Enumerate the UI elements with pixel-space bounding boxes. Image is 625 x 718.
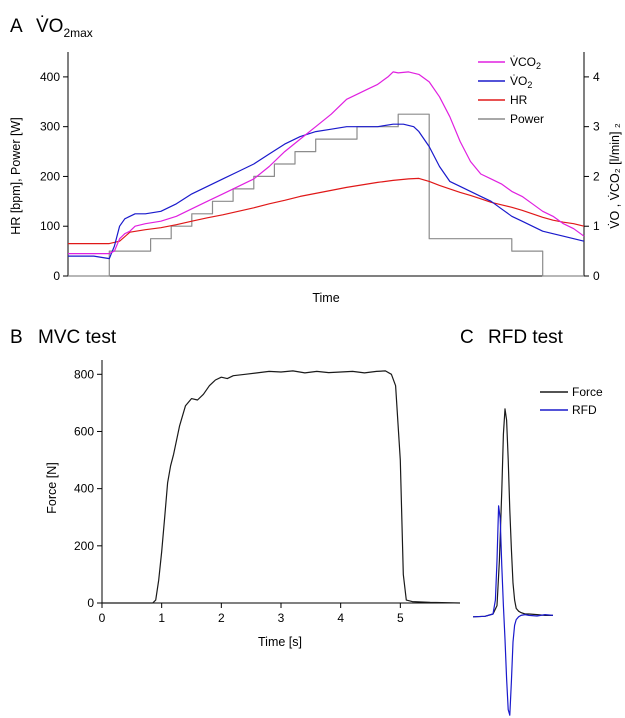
panel-a-ytick-label: 200 bbox=[40, 169, 60, 183]
panel-a-y-axis-label-left: HR [bpm], Power [W] bbox=[9, 117, 23, 234]
panel-b-letter: B bbox=[10, 327, 23, 348]
panel-b-xtick-label: 1 bbox=[158, 611, 165, 625]
panel-b-y-axis-label: Force [N] bbox=[45, 462, 59, 513]
panel-c-letter: C bbox=[460, 327, 474, 348]
panel-a-legend-label: V̇CO2 bbox=[510, 55, 541, 71]
panel-c-legend-label: Force bbox=[572, 385, 603, 399]
panel-c-series-force bbox=[472, 408, 553, 618]
panel-a-y-axis-label-right: V̇O , V̇CO₂ [l/min] ₂ bbox=[608, 123, 622, 229]
panel-a-ytick-right-label: 1 bbox=[593, 219, 600, 233]
panel-b-xtick-label: 3 bbox=[278, 611, 285, 625]
panel-a-ytick-right-label: 4 bbox=[593, 70, 600, 84]
panel-b-title: MVC test bbox=[38, 327, 117, 348]
panel-a-title: V̇O2max bbox=[36, 16, 93, 40]
panel-a-legend-label: Power bbox=[510, 112, 544, 126]
panel-b-xtick-label: 2 bbox=[218, 611, 225, 625]
panel-b-xtick-label: 5 bbox=[397, 611, 404, 625]
panel-a-series-vco2 bbox=[68, 71, 585, 255]
panel-a-ytick-label: 0 bbox=[53, 269, 60, 283]
panel-c-legend: Force RFD bbox=[540, 385, 603, 417]
panel-b-series-force bbox=[102, 370, 461, 604]
panel-b-ytick-label: 600 bbox=[74, 424, 94, 438]
panel-c-rfd-test: C RFD test Force RFD bbox=[460, 327, 603, 716]
panel-b-ytick-label: 200 bbox=[74, 539, 94, 553]
panel-b-ticks: 0 200 400 600 800 0 1 2 3 4 5 bbox=[74, 367, 404, 625]
panel-a-series bbox=[68, 71, 585, 277]
panel-b-ytick-label: 800 bbox=[74, 367, 94, 381]
panel-b-ytick-label: 0 bbox=[87, 596, 94, 610]
panel-c-legend-label: RFD bbox=[572, 403, 597, 417]
panel-a-ytick-right-label: 3 bbox=[593, 120, 600, 134]
panel-c-series bbox=[472, 408, 554, 716]
panel-a-ytick-label: 400 bbox=[40, 70, 60, 84]
panel-c-series-rfd bbox=[472, 505, 554, 716]
panel-c-title: RFD test bbox=[488, 327, 564, 348]
panel-a-legend-label: V̇O2 bbox=[510, 74, 532, 90]
panel-a-axes bbox=[67, 52, 585, 277]
panel-b-axes bbox=[101, 360, 460, 604]
panel-a-legend: V̇CO2 V̇O2 HR Power bbox=[478, 55, 544, 126]
panel-a-series-power bbox=[68, 113, 584, 277]
panel-a-legend-label: HR bbox=[510, 93, 528, 107]
panel-a-letter: A bbox=[10, 16, 23, 37]
panel-a-x-axis-label: Time bbox=[312, 291, 339, 305]
panel-a-ytick-label: 100 bbox=[40, 219, 60, 233]
panel-a-series-vo2 bbox=[68, 123, 585, 260]
panel-a-title-main: V̇O bbox=[36, 16, 63, 37]
panel-a-ytick-right-label: 0 bbox=[593, 269, 600, 283]
panel-b-xtick-label: 4 bbox=[337, 611, 344, 625]
panel-b-series bbox=[102, 370, 461, 604]
panel-a-vo2max: A V̇O2max 0 100 200 300 400 0 1 2 3 4 Time HR [bp… bbox=[9, 16, 622, 305]
panel-a-ytick-label: 300 bbox=[40, 120, 60, 134]
panel-a-title-sub: 2max bbox=[63, 26, 92, 40]
panel-b-xtick-label: 0 bbox=[99, 611, 106, 625]
panel-a-ticks: 0 100 200 300 400 0 1 2 3 4 bbox=[40, 70, 600, 283]
panel-b-ytick-label: 400 bbox=[74, 482, 94, 496]
panel-a-series-hr bbox=[68, 177, 585, 245]
panel-a-ytick-right-label: 2 bbox=[593, 169, 600, 183]
panel-b-x-axis-label: Time [s] bbox=[258, 635, 302, 649]
